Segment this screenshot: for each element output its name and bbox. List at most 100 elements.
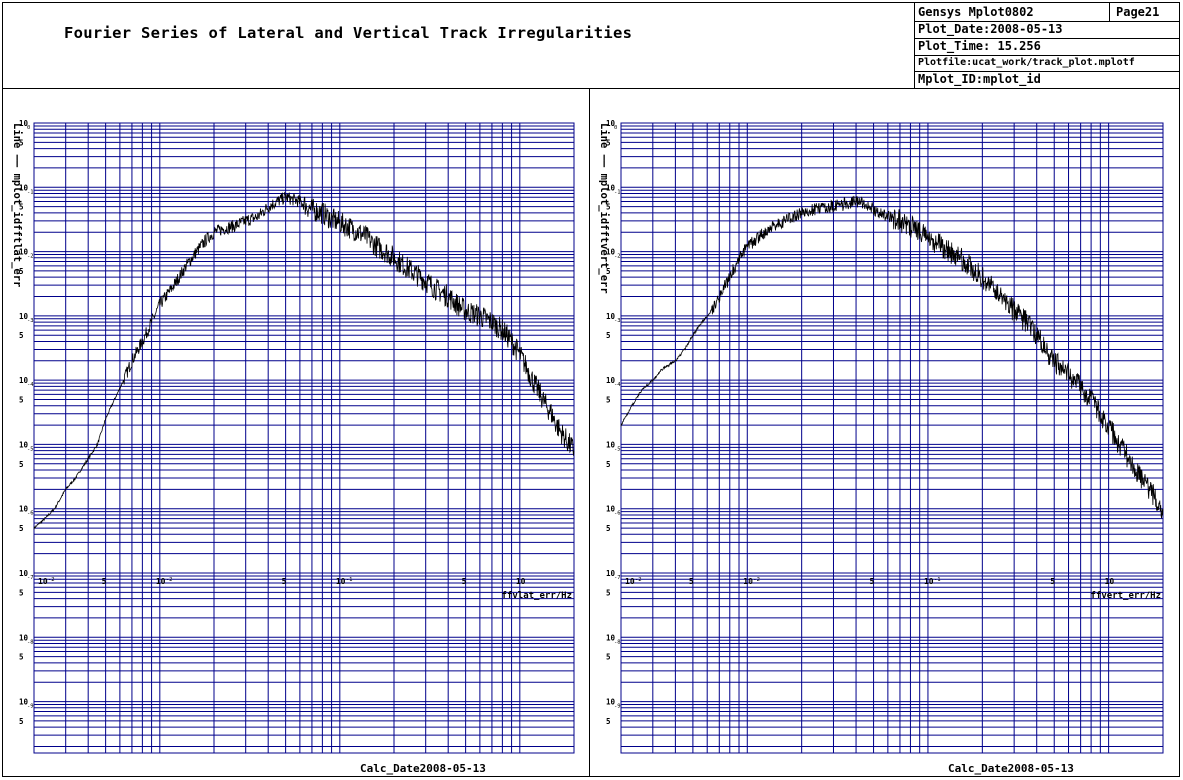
x-tick-label: 10 bbox=[156, 577, 166, 586]
y-tick-exponent: 0 bbox=[27, 125, 30, 131]
y-tick-exponent: -9 bbox=[614, 704, 621, 710]
y-tick-exponent: -7 bbox=[614, 575, 621, 581]
y-tick-label: 10 bbox=[19, 312, 29, 321]
y-tick-label: 10 bbox=[606, 119, 616, 128]
series-line bbox=[620, 195, 1164, 519]
y-tick-exponent: -6 bbox=[27, 511, 34, 517]
x-axis-label: ffvlat_err/Hz bbox=[502, 591, 572, 601]
y-tick-exponent: -3 bbox=[27, 318, 34, 324]
y-tick-label: 5 bbox=[19, 588, 24, 597]
y-tick-exponent: -6 bbox=[614, 511, 621, 517]
y-tick-label: 5 bbox=[606, 653, 611, 662]
y-tick-label: 10 bbox=[19, 376, 29, 385]
plot-title: Fourier Series of Lateral and Vertical T… bbox=[64, 24, 633, 42]
y-axis-label: Line —— mplot_idfftlat_err bbox=[11, 123, 23, 287]
y-tick-label: 10 bbox=[19, 440, 29, 449]
y-tick-label: 10 bbox=[19, 569, 29, 578]
y-tick-exponent: -8 bbox=[614, 639, 621, 645]
y-axis-label: Line —— mplot_idfftvert_err bbox=[598, 123, 610, 294]
y-tick-label: 10 bbox=[606, 505, 616, 514]
y-tick-label: 5 bbox=[19, 138, 24, 147]
y-tick-label: 10 bbox=[606, 440, 616, 449]
plot-time: Plot_Time: 15.256 bbox=[918, 39, 1041, 53]
y-tick-label: 10 bbox=[19, 698, 29, 707]
x-tick-label: 10 bbox=[1105, 577, 1115, 586]
y-tick-label: 5 bbox=[606, 717, 611, 726]
y-tick-label: 5 bbox=[19, 203, 24, 212]
x-tick-exponent: -2 bbox=[753, 577, 760, 583]
y-tick-label: 5 bbox=[19, 653, 24, 662]
grid-lines bbox=[33, 122, 575, 753]
y-tick-exponent: -9 bbox=[27, 704, 34, 710]
y-tick-label: 5 bbox=[606, 267, 611, 276]
y-tick-exponent: -2 bbox=[27, 254, 34, 260]
chart-lateral: Line —— mplot_idfftlat_err100510-1510-25… bbox=[11, 119, 575, 754]
x-tick-exponent: -2 bbox=[166, 577, 173, 583]
calc-date-left: Calc_Date2008-05-13 bbox=[360, 762, 486, 775]
y-tick-label: 10 bbox=[606, 376, 616, 385]
series-line bbox=[33, 191, 575, 530]
y-tick-label: 10 bbox=[19, 183, 29, 192]
x-tick-label: 10 bbox=[516, 577, 526, 586]
y-tick-label: 10 bbox=[606, 248, 616, 257]
x-tick-exponent: -2 bbox=[635, 577, 642, 583]
plot-area-border bbox=[620, 122, 1164, 754]
y-tick-label: 10 bbox=[606, 633, 616, 642]
program-label: Gensys Mplot0802 bbox=[918, 5, 1034, 19]
plotfile-path: Plotfile:ucat_work/track_plot.mplotf bbox=[918, 57, 1135, 68]
y-tick-label: 5 bbox=[606, 203, 611, 212]
y-tick-label: 5 bbox=[606, 331, 611, 340]
x-tick-label: 5 bbox=[282, 577, 287, 586]
y-tick-exponent: -1 bbox=[614, 189, 621, 195]
y-tick-label: 5 bbox=[19, 267, 24, 276]
y-tick-label: 10 bbox=[606, 569, 616, 578]
y-tick-exponent: -4 bbox=[614, 382, 621, 388]
y-tick-label: 5 bbox=[606, 588, 611, 597]
x-tick-label: 10 bbox=[336, 577, 346, 586]
y-tick-label: 10 bbox=[19, 119, 29, 128]
y-tick-exponent: -5 bbox=[614, 446, 621, 452]
y-tick-label: 10 bbox=[606, 183, 616, 192]
y-tick-exponent: -5 bbox=[27, 446, 34, 452]
x-tick-label: 5 bbox=[102, 577, 107, 586]
y-tick-label: 5 bbox=[19, 395, 24, 404]
y-tick-label: 5 bbox=[19, 524, 24, 533]
x-tick-label: 5 bbox=[462, 577, 467, 586]
y-tick-exponent: -3 bbox=[614, 318, 621, 324]
y-tick-label: 10 bbox=[19, 505, 29, 514]
mplot-id: Mplot_ID:mplot_id bbox=[918, 72, 1041, 86]
x-tick-label: 10 bbox=[38, 577, 48, 586]
calc-date-right: Calc_Date2008-05-13 bbox=[948, 762, 1074, 775]
x-tick-exponent: -1 bbox=[934, 577, 941, 583]
y-tick-label: 10 bbox=[19, 633, 29, 642]
y-tick-label: 5 bbox=[19, 717, 24, 726]
x-tick-exponent: -2 bbox=[48, 577, 55, 583]
x-tick-exponent: -1 bbox=[346, 577, 353, 583]
y-tick-exponent: -1 bbox=[27, 189, 34, 195]
x-tick-label: 10 bbox=[625, 577, 635, 586]
page-number: Page21 bbox=[1116, 5, 1160, 19]
y-tick-label: 10 bbox=[19, 248, 29, 257]
y-tick-label: 5 bbox=[606, 138, 611, 147]
chart-vertical: Line —— mplot_idfftvert_err100510-1510-2… bbox=[598, 119, 1164, 754]
plot-area-border bbox=[33, 122, 575, 754]
x-tick-label: 10 bbox=[924, 577, 934, 586]
x-tick-label: 10 bbox=[743, 577, 753, 586]
plot-date: Plot_Date:2008-05-13 bbox=[918, 22, 1063, 36]
x-tick-label: 5 bbox=[1050, 577, 1055, 586]
y-tick-label: 5 bbox=[606, 395, 611, 404]
y-tick-exponent: -4 bbox=[27, 382, 34, 388]
y-tick-label: 5 bbox=[606, 460, 611, 469]
y-tick-exponent: 0 bbox=[614, 125, 617, 131]
y-tick-label: 10 bbox=[606, 698, 616, 707]
x-tick-label: 5 bbox=[870, 577, 875, 586]
y-tick-label: 10 bbox=[606, 312, 616, 321]
y-tick-exponent: -8 bbox=[27, 639, 34, 645]
x-axis-label: ffvert_err/Hz bbox=[1091, 591, 1161, 601]
y-tick-exponent: -7 bbox=[27, 575, 34, 581]
y-tick-label: 5 bbox=[19, 460, 24, 469]
x-tick-label: 5 bbox=[689, 577, 694, 586]
y-tick-label: 5 bbox=[19, 331, 24, 340]
